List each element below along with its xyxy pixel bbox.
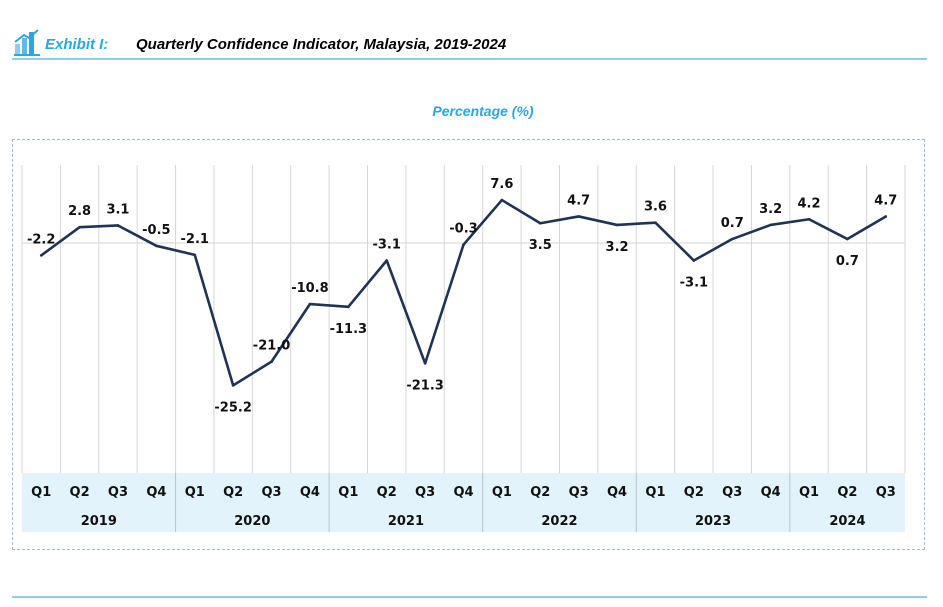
data-point <box>193 253 197 257</box>
data-label: -21.3 <box>406 378 443 393</box>
quarter-tick-label: Q2 <box>70 485 90 500</box>
data-label: 0.7 <box>721 216 744 231</box>
data-label: -21.0 <box>253 339 290 354</box>
data-point <box>692 259 696 262</box>
quarter-tick-label: Q2 <box>377 485 397 500</box>
data-label: 4.7 <box>874 193 897 208</box>
data-label: -2.1 <box>181 232 209 247</box>
quarter-tick-label: Q2 <box>837 485 857 500</box>
data-point <box>807 217 811 221</box>
data-point <box>231 384 235 387</box>
data-label: -25.2 <box>214 400 251 415</box>
quarter-tick-label: Q4 <box>453 485 473 500</box>
data-point <box>308 302 312 306</box>
data-label: 3.5 <box>529 238 552 253</box>
data-label: 7.6 <box>490 177 513 192</box>
data-label: -2.2 <box>27 232 55 247</box>
quarter-tick-label: Q1 <box>185 485 205 500</box>
data-point <box>500 198 504 202</box>
data-label: 4.2 <box>798 196 821 211</box>
data-point <box>78 225 81 229</box>
data-point <box>347 305 350 309</box>
quarter-tick-label: Q2 <box>223 485 243 500</box>
x-axis-band <box>22 473 905 532</box>
data-point <box>39 254 43 257</box>
quarter-tick-label: Q3 <box>569 485 589 500</box>
data-label: 0.7 <box>836 254 859 269</box>
data-point <box>462 243 465 246</box>
quarter-tick-label: Q4 <box>607 485 627 500</box>
quarter-tick-label: Q2 <box>530 485 550 500</box>
quarter-tick-label: Q1 <box>338 485 358 500</box>
chart-title: Quarterly Confidence Indicator, Malaysia… <box>136 36 507 53</box>
quarter-tick-label: Q1 <box>645 485 665 500</box>
data-point <box>769 223 772 227</box>
year-label: 2022 <box>541 514 577 529</box>
y-axis-label: Percentage (%) <box>432 103 534 119</box>
quarter-tick-label: Q1 <box>799 485 819 500</box>
quarter-tick-label: Q3 <box>415 485 435 500</box>
quarter-tick-label: Q3 <box>722 485 742 500</box>
data-label: -3.1 <box>680 276 708 291</box>
data-label: -3.1 <box>372 238 400 253</box>
data-label: 3.6 <box>644 200 667 215</box>
quarter-tick-label: Q2 <box>684 485 704 500</box>
quarter-tick-label: Q4 <box>761 485 781 500</box>
data-label: 2.8 <box>68 204 91 219</box>
exhibit-header: Exhibit I: Quarterly Confidence Indicato… <box>12 26 927 60</box>
chart-frame <box>12 139 925 550</box>
data-point <box>577 215 580 218</box>
quarter-tick-label: Q4 <box>146 485 166 500</box>
year-label: 2019 <box>81 514 117 529</box>
data-point <box>846 237 849 241</box>
data-label: 4.7 <box>567 193 590 208</box>
exhibit-label: Exhibit I: <box>45 36 109 53</box>
data-point <box>423 362 427 365</box>
quarter-tick-label: Q1 <box>492 485 512 500</box>
year-label: 2021 <box>388 514 424 529</box>
data-point <box>730 237 734 241</box>
data-label: -0.3 <box>449 222 477 237</box>
footer-rule <box>12 596 927 598</box>
bar-chart-icon <box>14 29 40 56</box>
data-point <box>385 259 389 262</box>
data-point <box>116 224 120 227</box>
data-label: 3.1 <box>106 202 129 217</box>
data-label: 3.2 <box>759 202 782 217</box>
year-label: 2024 <box>829 514 865 529</box>
data-label: -10.8 <box>291 281 328 296</box>
data-point <box>538 221 542 225</box>
data-point <box>270 360 273 363</box>
data-label: -0.5 <box>142 223 170 238</box>
quarter-tick-label: Q1 <box>31 485 51 500</box>
data-point <box>615 223 619 227</box>
header-rule <box>12 58 927 60</box>
quarter-tick-label: Q3 <box>108 485 128 500</box>
data-label: 3.2 <box>606 240 629 255</box>
quarter-tick-label: Q3 <box>876 485 896 500</box>
data-point <box>884 215 888 218</box>
data-point <box>654 221 657 224</box>
quarter-tick-label: Q3 <box>261 485 281 500</box>
data-label: -11.3 <box>330 322 367 337</box>
year-label: 2023 <box>695 514 731 529</box>
data-point <box>155 244 158 248</box>
year-label: 2020 <box>234 514 270 529</box>
quarter-tick-label: Q4 <box>300 485 320 500</box>
